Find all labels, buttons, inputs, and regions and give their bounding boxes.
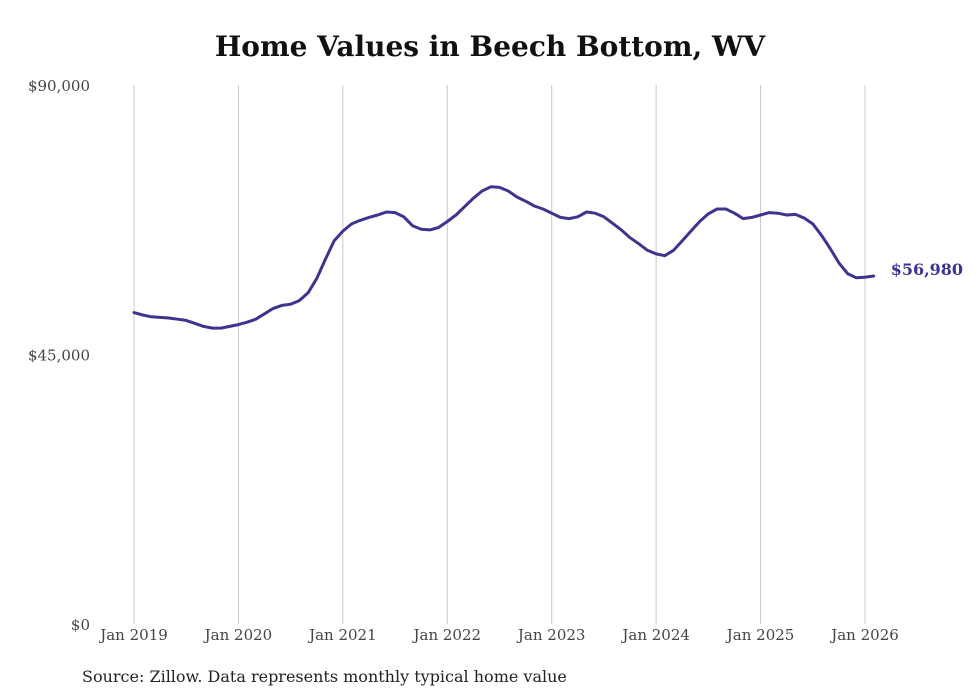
y-tick-label-0: $0 [71, 616, 90, 634]
source-note: Source: Zillow. Data represents monthly … [82, 667, 567, 686]
y-tick-label-1: $45,000 [28, 347, 90, 365]
grid-lines [133, 85, 866, 624]
data-labels: $56,980 [891, 260, 963, 279]
x-tick-label-4: Jan 2023 [516, 626, 586, 644]
y-tick-label-2: $90,000 [28, 77, 90, 95]
x-tick-label-3: Jan 2022 [412, 626, 482, 644]
end-value-label: $56,980 [891, 260, 963, 279]
chart-title: Home Values in Beech Bottom, WV [214, 30, 766, 63]
x-tick-label-5: Jan 2024 [620, 626, 690, 644]
y-axis-tick-labels: $0 $45,000 $90,000 [28, 77, 90, 634]
x-tick-label-7: Jan 2026 [829, 626, 899, 644]
x-tick-label-6: Jan 2025 [725, 626, 795, 644]
x-axis-tick-labels: Jan 2019 Jan 2020 Jan 2021 Jan 2022 Jan 2023… [98, 626, 899, 644]
x-tick-label-1: Jan 2020 [203, 626, 273, 644]
x-tick-label-2: Jan 2021 [307, 626, 377, 644]
series-layer [132, 185, 876, 330]
series-line-0 [132, 185, 876, 330]
x-tick-label-0: Jan 2019 [98, 626, 168, 644]
